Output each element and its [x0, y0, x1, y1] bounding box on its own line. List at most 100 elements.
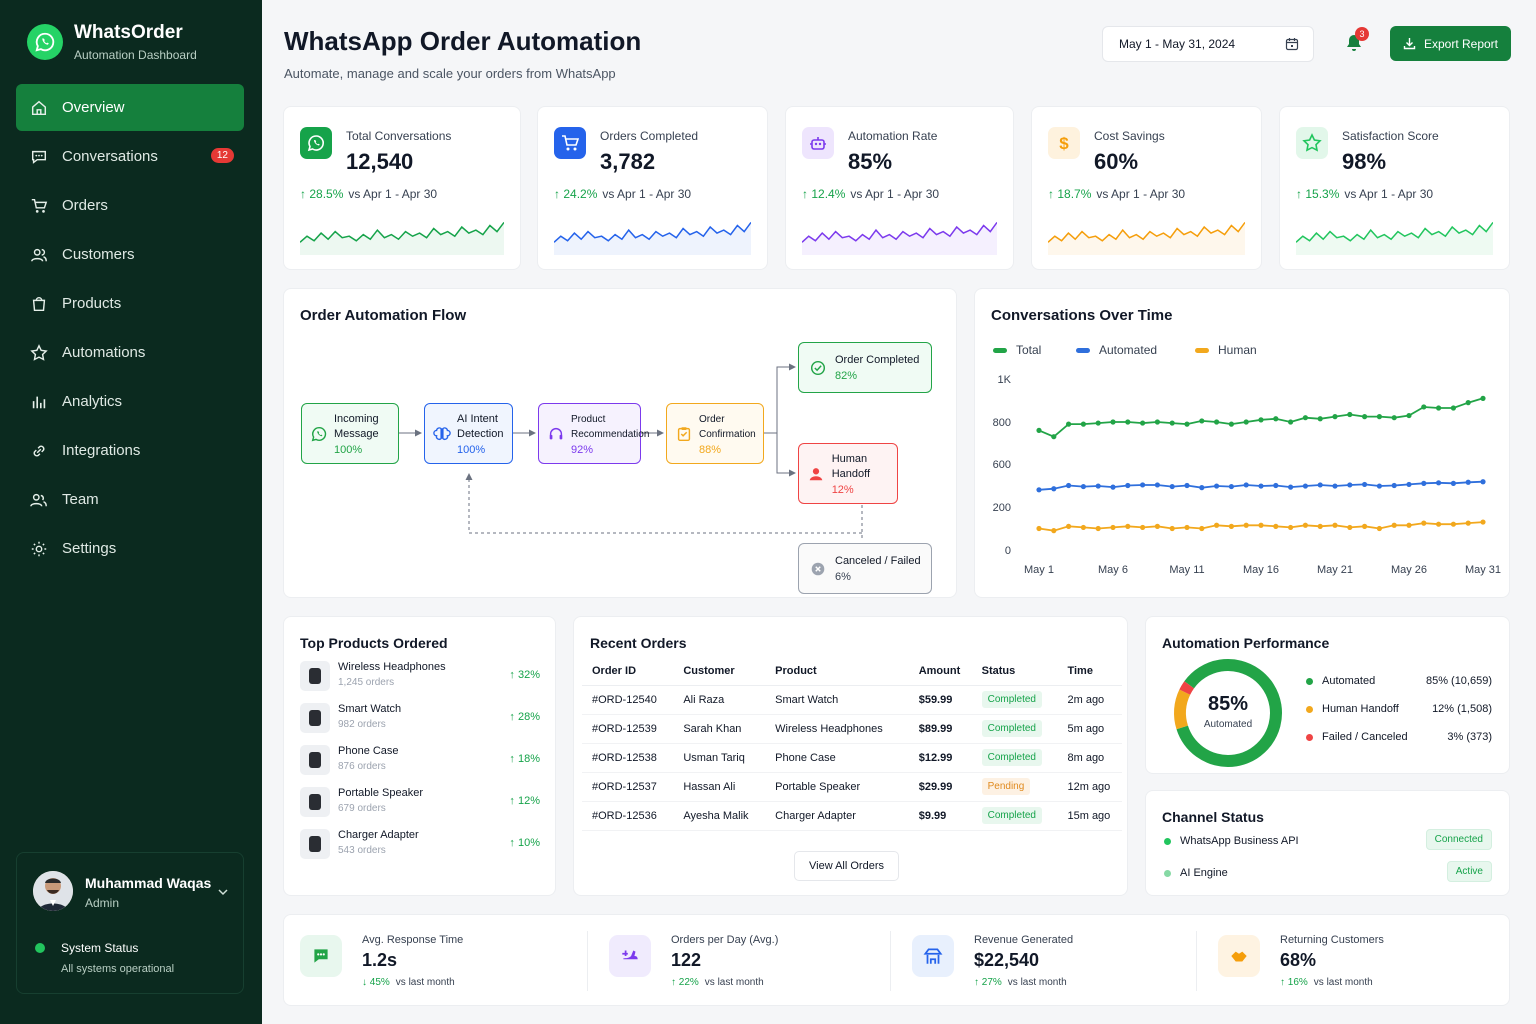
chevron-down-icon[interactable]	[217, 885, 229, 903]
kpi-card-satisfaction-score[interactable]: Satisfaction Score 98% ↑ 15.3% vs Apr 1 -…	[1279, 106, 1510, 270]
data-point[interactable]	[1317, 416, 1323, 422]
data-point[interactable]	[1288, 419, 1294, 425]
data-point[interactable]	[1450, 480, 1456, 486]
data-point[interactable]	[1258, 483, 1264, 489]
data-point[interactable]	[1406, 412, 1412, 419]
column-header[interactable]: Status	[971, 657, 1058, 686]
data-point[interactable]	[1465, 479, 1471, 485]
sidebar-item-orders[interactable]: Orders	[16, 182, 244, 229]
data-point[interactable]	[1332, 522, 1338, 528]
data-point[interactable]	[1095, 420, 1101, 426]
data-point[interactable]	[1184, 421, 1190, 427]
data-point[interactable]	[1465, 400, 1471, 406]
data-point[interactable]	[1406, 481, 1412, 488]
data-point[interactable]	[1288, 484, 1294, 490]
data-point[interactable]	[1302, 522, 1308, 528]
data-point[interactable]	[1450, 521, 1456, 527]
user-card[interactable]: Muhammad Waqas Admin System Status All s…	[16, 852, 244, 994]
data-point[interactable]	[1154, 523, 1160, 529]
sidebar-item-analytics[interactable]: Analytics	[16, 378, 244, 425]
data-point[interactable]	[1140, 482, 1146, 488]
data-point[interactable]	[1273, 482, 1279, 489]
data-point[interactable]	[1376, 483, 1382, 489]
data-point[interactable]	[1391, 522, 1397, 528]
donut-segment-automated[interactable]	[1168, 653, 1288, 773]
data-point[interactable]	[1391, 482, 1397, 489]
product-row[interactable]: Phone Case 876 orders ↑ 18%	[300, 743, 540, 779]
data-point[interactable]	[1391, 415, 1397, 421]
column-header[interactable]: Amount	[908, 657, 972, 686]
data-point[interactable]	[1095, 483, 1101, 489]
kpi-card-total-conversations[interactable]: Total Conversations 12,540 ↑ 28.5% vs Apr…	[283, 106, 521, 270]
legend-item-automated[interactable]: Automated	[1076, 343, 1157, 357]
data-point[interactable]	[1376, 525, 1382, 532]
data-point[interactable]	[1051, 434, 1057, 440]
data-point[interactable]	[1465, 520, 1471, 526]
data-point[interactable]	[1480, 519, 1486, 525]
data-point[interactable]	[1288, 524, 1294, 531]
sidebar-item-team[interactable]: Team	[16, 476, 244, 523]
data-point[interactable]	[1066, 523, 1072, 529]
kpi-card-cost-savings[interactable]: $ Cost Savings 60% ↑ 18.7% vs Apr 1 - Apr…	[1031, 106, 1262, 270]
sidebar-item-automations[interactable]: Automations	[16, 329, 244, 376]
data-point[interactable]	[1066, 421, 1072, 427]
data-point[interactable]	[1066, 482, 1072, 489]
data-point[interactable]	[1095, 525, 1101, 532]
data-point[interactable]	[1362, 414, 1368, 420]
data-point[interactable]	[1140, 420, 1146, 426]
flow-node-order-completed[interactable]: Order Completed 82%	[798, 342, 932, 393]
product-row[interactable]: Charger Adapter 543 orders ↑ 10%	[300, 827, 540, 863]
flow-node-incoming-message[interactable]: Incoming Message 100%	[301, 403, 399, 464]
data-point[interactable]	[1199, 485, 1205, 491]
data-point[interactable]	[1154, 419, 1160, 425]
data-point[interactable]	[1317, 523, 1323, 529]
product-row[interactable]: Portable Speaker 679 orders ↑ 12%	[300, 785, 540, 821]
date-range-picker[interactable]: May 1 - May 31, 2024	[1102, 26, 1314, 62]
product-row[interactable]: Wireless Headphones 1,245 orders ↑ 32%	[300, 659, 540, 695]
data-point[interactable]	[1273, 416, 1279, 422]
legend-item-total[interactable]: Total	[993, 343, 1041, 357]
column-header[interactable]: Time	[1057, 657, 1122, 686]
kpi-card-orders-completed[interactable]: Orders Completed 3,782 ↑ 24.2% vs Apr 1 -…	[537, 106, 768, 270]
data-point[interactable]	[1125, 482, 1131, 489]
data-point[interactable]	[1080, 421, 1086, 427]
data-point[interactable]	[1332, 414, 1338, 420]
data-point[interactable]	[1436, 480, 1442, 486]
data-point[interactable]	[1347, 482, 1353, 488]
data-point[interactable]	[1421, 404, 1427, 410]
data-point[interactable]	[1036, 487, 1042, 493]
flow-node-ai-intent-detection[interactable]: AI Intent Detection 100%	[424, 403, 513, 464]
data-point[interactable]	[1421, 520, 1427, 526]
data-point[interactable]	[1362, 481, 1368, 488]
data-point[interactable]	[1228, 421, 1234, 427]
export-report-button[interactable]: Export Report	[1390, 26, 1511, 61]
kpi-card-automation-rate[interactable]: Automation Rate 85% ↑ 12.4% vs Apr 1 - Ap…	[785, 106, 1014, 270]
flow-node-human-handoff[interactable]: Human Handoff 12%	[798, 443, 898, 504]
data-point[interactable]	[1376, 414, 1382, 420]
table-row[interactable]: #ORD-12539 Sarah Khan Wireless Headphones $…	[582, 714, 1122, 744]
flow-node-product-recommendation[interactable]: Product Recommendation 92%	[538, 403, 649, 464]
data-point[interactable]	[1421, 480, 1427, 486]
data-point[interactable]	[1140, 524, 1146, 531]
data-point[interactable]	[1347, 411, 1353, 418]
data-point[interactable]	[1184, 524, 1190, 531]
data-point[interactable]	[1436, 521, 1442, 527]
view-all-orders-button[interactable]: View All Orders	[794, 851, 899, 881]
sidebar-item-overview[interactable]: Overview	[16, 84, 244, 131]
data-point[interactable]	[1273, 523, 1279, 529]
data-point[interactable]	[1110, 524, 1116, 531]
data-point[interactable]	[1228, 523, 1234, 529]
sidebar-item-integrations[interactable]: Integrations	[16, 427, 244, 474]
sidebar-item-customers[interactable]: Customers	[16, 231, 244, 278]
sidebar-item-conversations[interactable]: Conversations 12	[16, 133, 244, 180]
table-row[interactable]: #ORD-12537 Hassan Ali Portable Speaker $29.…	[582, 772, 1122, 802]
data-point[interactable]	[1125, 419, 1131, 425]
data-point[interactable]	[1125, 523, 1131, 529]
data-point[interactable]	[1214, 522, 1220, 528]
data-point[interactable]	[1436, 405, 1442, 411]
data-point[interactable]	[1199, 418, 1205, 424]
column-header[interactable]: Customer	[673, 657, 766, 686]
sidebar-item-products[interactable]: Products	[16, 280, 244, 327]
flow-node-order-confirmation[interactable]: Order Confirmation 88%	[666, 403, 764, 464]
data-point[interactable]	[1184, 482, 1190, 489]
